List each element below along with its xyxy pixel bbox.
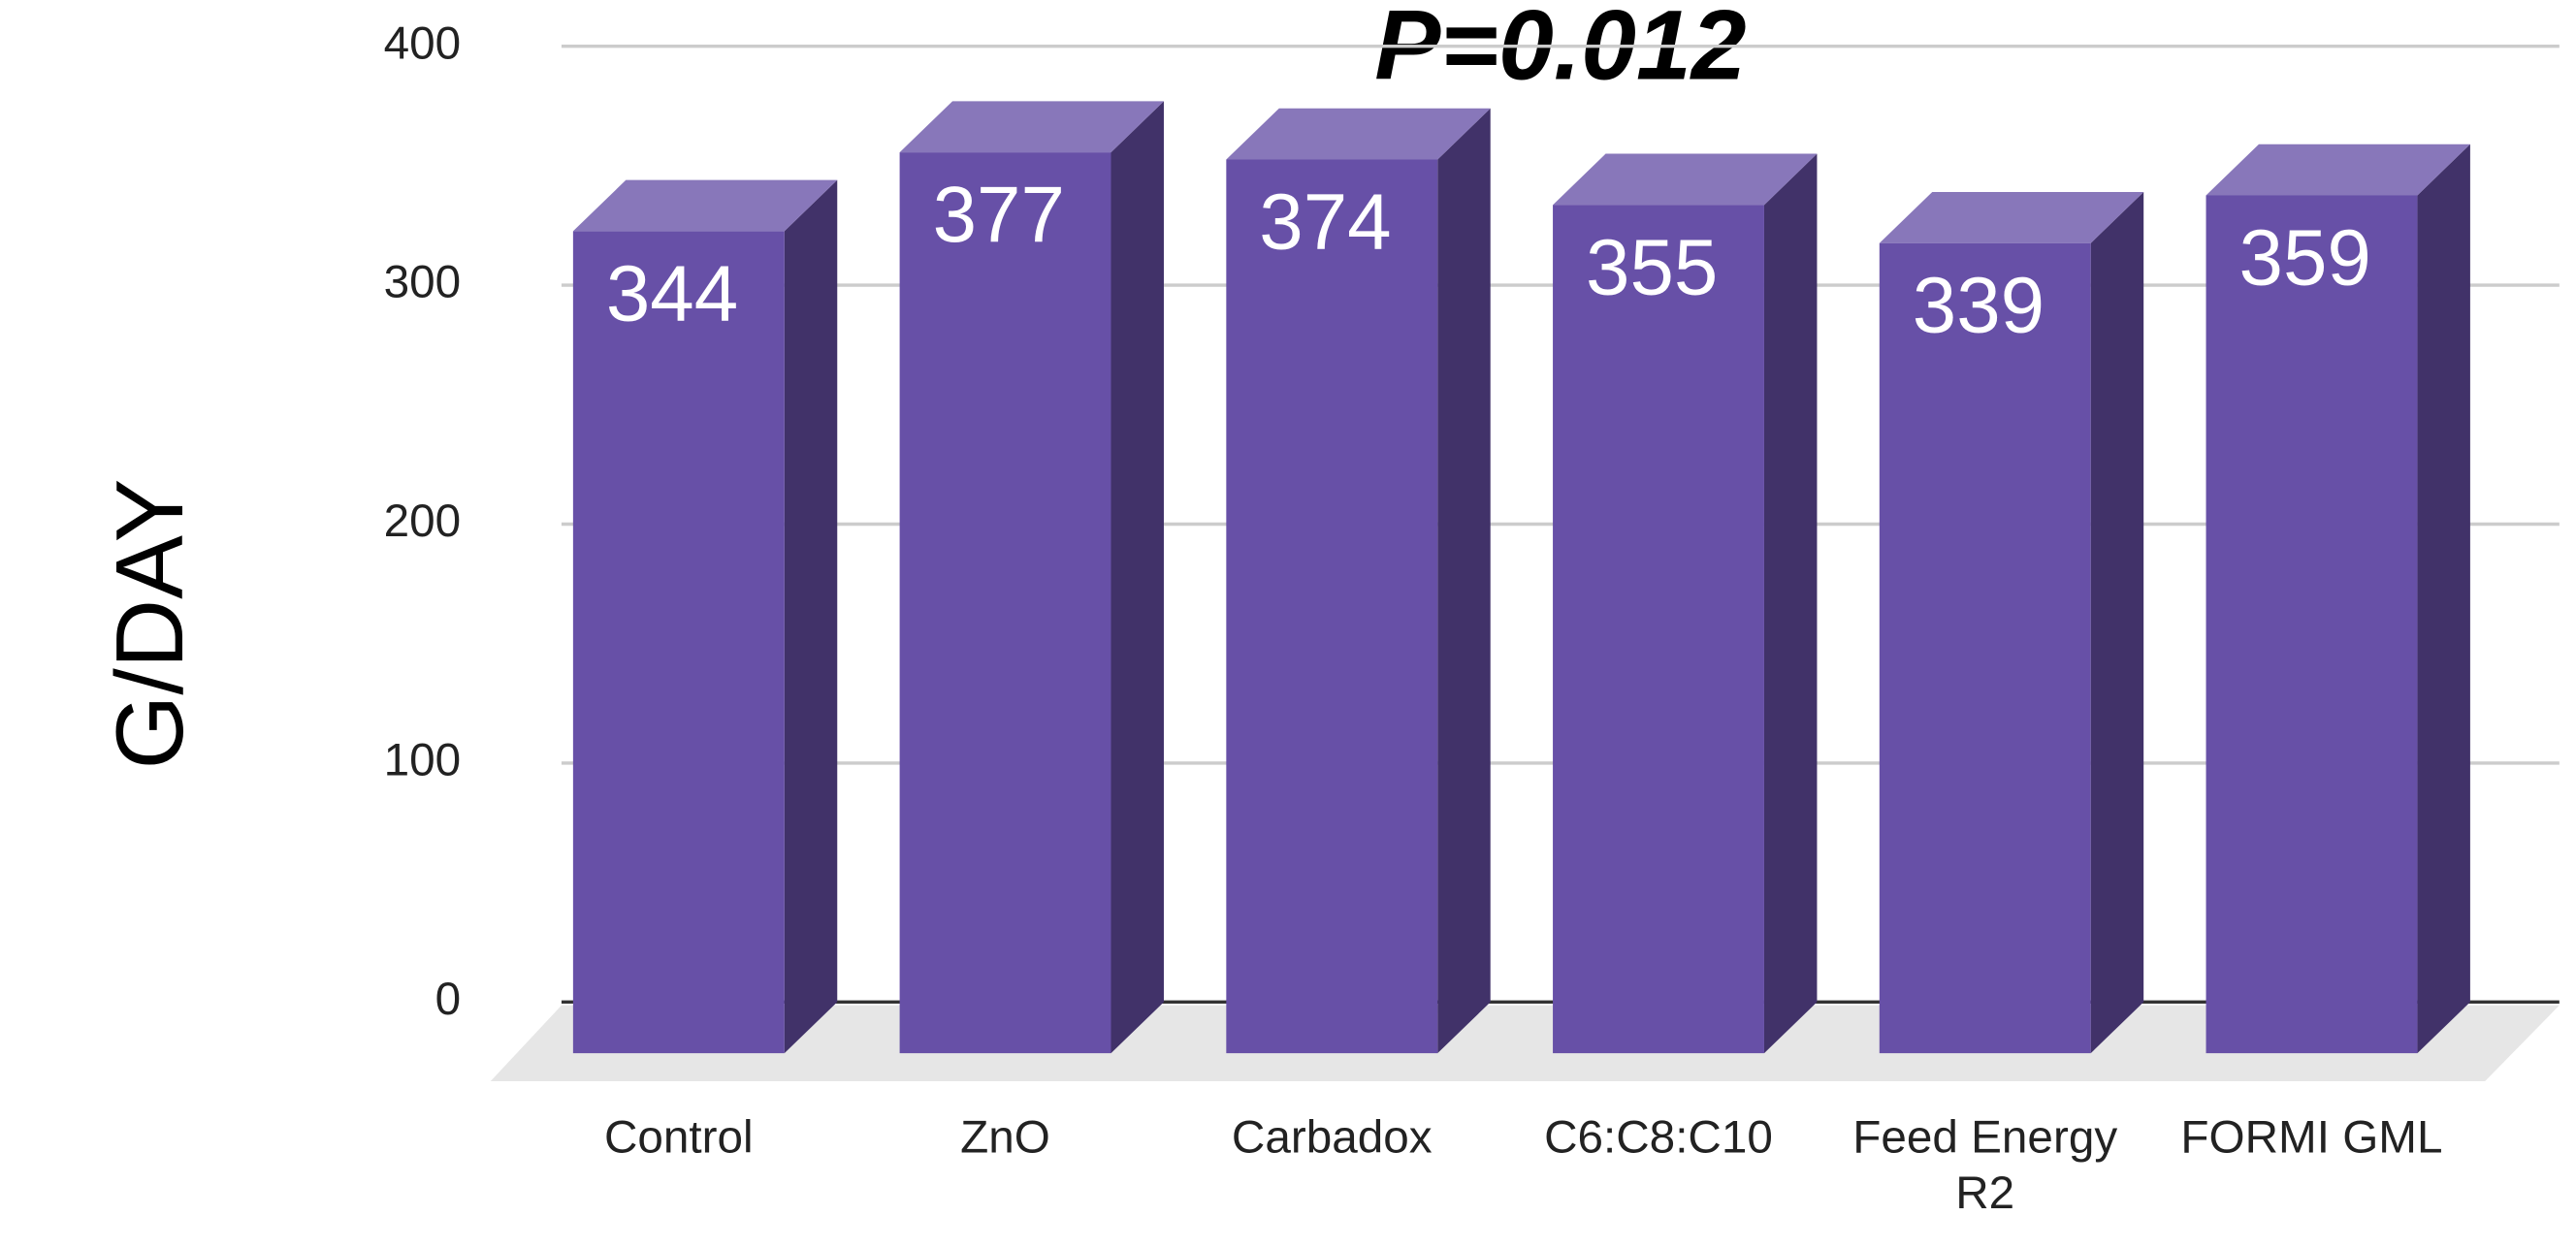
data-label: 374 xyxy=(1259,177,1391,266)
y-tick-label: 100 xyxy=(384,735,462,786)
x-tick-label-box: FORMI GML xyxy=(2180,1110,2443,1163)
bar-top xyxy=(572,179,838,232)
x-tick-label: C6:C8:C10 xyxy=(1544,1110,1773,1163)
x-tick-label-box: Feed Energy R2 xyxy=(1852,1110,2118,1218)
y-tick-label: 200 xyxy=(384,496,462,547)
data-label: 377 xyxy=(933,171,1065,259)
bar xyxy=(2206,195,2418,1054)
bar-top xyxy=(899,101,1164,153)
y-tick-label: 300 xyxy=(384,257,462,308)
bar-side xyxy=(1763,153,1818,1054)
bar-side xyxy=(1111,101,1164,1054)
x-tick-label: Control xyxy=(603,1110,754,1163)
bar xyxy=(572,231,785,1054)
x-tick-label: Carbadox xyxy=(1231,1110,1433,1163)
bar-side xyxy=(1437,108,1491,1054)
bar-top xyxy=(1879,191,2144,243)
y-tick-label: 0 xyxy=(435,974,462,1025)
bar-top xyxy=(2206,144,2470,196)
data-label: 355 xyxy=(1586,223,1718,311)
bar-side xyxy=(784,179,838,1054)
bar-top xyxy=(1553,153,1818,206)
x-tick-label-box: C6:C8:C10 xyxy=(1544,1110,1773,1163)
y-axis-label: G/DAY xyxy=(96,479,203,770)
data-label: 344 xyxy=(606,249,738,337)
bar-top xyxy=(1226,108,1491,160)
x-tick-label-box: Control xyxy=(603,1110,754,1163)
bar xyxy=(899,152,1111,1054)
bar-side xyxy=(2090,191,2144,1054)
bar xyxy=(1553,205,1764,1054)
x-tick-label: FORMI GML xyxy=(2180,1110,2443,1163)
data-label: 339 xyxy=(1913,262,2045,350)
x-tick-label-box: ZnO xyxy=(960,1110,1050,1163)
data-label: 359 xyxy=(2239,213,2371,302)
annotation: P=0.012 xyxy=(1374,0,1746,100)
x-tick-label: ZnO xyxy=(960,1110,1050,1163)
bar xyxy=(1879,242,2091,1054)
bar xyxy=(1226,159,1438,1054)
bar-side xyxy=(2417,144,2470,1054)
x-tick-label: Feed Energy R2 xyxy=(1852,1110,2118,1218)
y-tick-label: 400 xyxy=(384,17,462,69)
x-tick-label-box: Carbadox xyxy=(1231,1110,1433,1163)
